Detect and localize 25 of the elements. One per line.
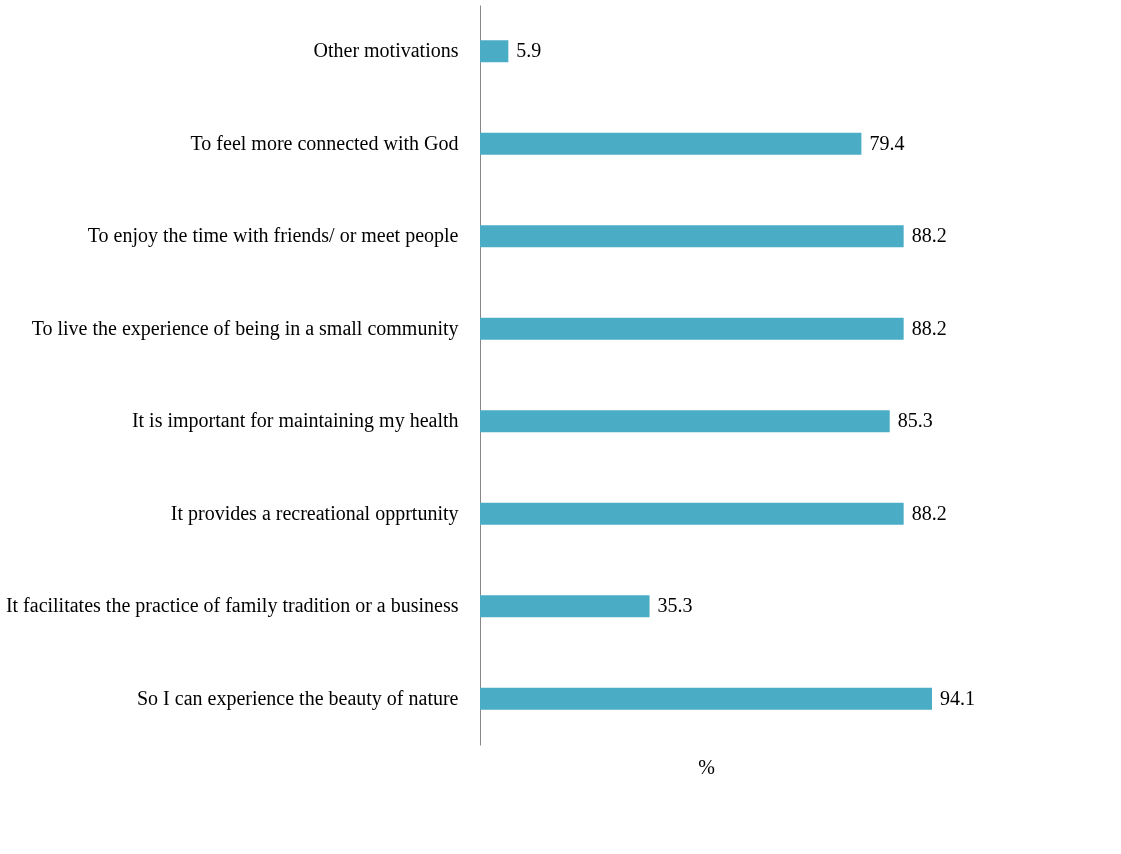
y-tick-label: It is important for maintaining my health [131, 409, 459, 433]
y-tick-label: So I can experience the beauty of nature [136, 686, 459, 710]
y-tick-label: To enjoy the time with friends/ or meet people [87, 224, 459, 248]
y-tick-label: It provides a recreational opprtunity [170, 501, 459, 525]
data-label: 88.2 [911, 224, 947, 247]
bar [480, 132, 862, 155]
data-label: 5.9 [516, 39, 542, 62]
data-label: 94.1 [940, 686, 975, 709]
bar [480, 410, 890, 433]
data-label: 79.4 [869, 131, 905, 154]
y-tick-label: It facilitates the practice of family tradition or a business [5, 594, 459, 618]
bar [480, 595, 650, 618]
y-tick-label: To feel more connected with God [190, 131, 459, 154]
bar [480, 40, 509, 63]
data-label: 35.3 [657, 594, 693, 617]
bar [480, 225, 904, 248]
bar [480, 502, 904, 525]
x-axis-title: % [698, 755, 715, 778]
y-tick-label: Other motivations [313, 39, 459, 62]
data-label: 88.2 [911, 501, 947, 524]
data-label: 85.3 [897, 409, 933, 432]
data-label: 88.2 [911, 316, 947, 339]
y-tick-label: To live the experience of being in a small community [31, 316, 459, 340]
bar [480, 317, 904, 340]
bar [480, 687, 932, 710]
